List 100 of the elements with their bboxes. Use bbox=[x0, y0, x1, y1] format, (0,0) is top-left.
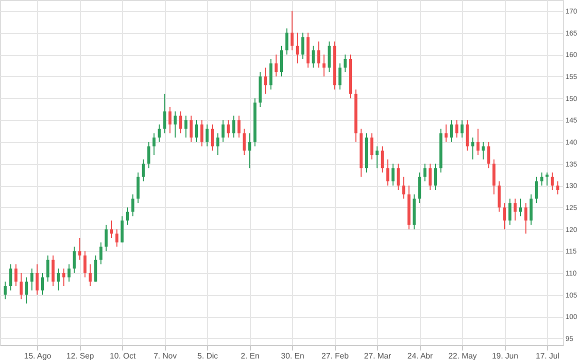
candlestick bbox=[52, 254, 55, 287]
candlestick bbox=[380, 146, 384, 173]
candlestick bbox=[338, 62, 342, 90]
candlestick bbox=[147, 141, 150, 169]
candlestick bbox=[68, 264, 71, 282]
candlestick bbox=[503, 202, 506, 230]
candlestick bbox=[72, 246, 76, 274]
x-tick-label: 27. Feb bbox=[322, 352, 350, 360]
candlestick bbox=[450, 120, 453, 142]
candlestick bbox=[190, 115, 193, 142]
candlestick bbox=[20, 272, 23, 300]
x-tick-label: 2. En bbox=[240, 352, 260, 360]
x-tick-label: 27. Mar bbox=[364, 352, 392, 360]
x-tick-label: 10. Oct bbox=[110, 352, 136, 360]
candlestick bbox=[242, 128, 246, 156]
candlestick bbox=[285, 28, 288, 56]
candlestick bbox=[163, 93, 166, 134]
candlestick bbox=[455, 120, 458, 138]
candlestick bbox=[40, 272, 44, 296]
candlestick bbox=[269, 58, 272, 90]
candlestick bbox=[534, 176, 538, 204]
candlestick bbox=[83, 250, 86, 278]
candlestick bbox=[222, 120, 225, 142]
candlestick bbox=[312, 45, 315, 68]
candlestick bbox=[200, 120, 204, 147]
x-tick-label: 5. Dic bbox=[197, 352, 218, 360]
candlestick bbox=[56, 268, 60, 291]
candlestick bbox=[206, 124, 209, 147]
candlestick bbox=[392, 163, 395, 186]
candlestick bbox=[317, 40, 320, 68]
candlestick bbox=[120, 216, 124, 243]
candlestick bbox=[232, 115, 236, 138]
candlestick bbox=[402, 176, 406, 200]
candlestick bbox=[4, 281, 7, 300]
candlestick bbox=[174, 110, 177, 138]
candlestick bbox=[296, 32, 299, 64]
candlestick bbox=[556, 180, 560, 195]
candlestick bbox=[62, 268, 66, 287]
candlestick bbox=[9, 264, 12, 291]
candlestick bbox=[216, 132, 220, 156]
candlestick bbox=[152, 132, 156, 156]
candlestick bbox=[168, 106, 172, 134]
candlestick bbox=[487, 141, 490, 169]
candlestick bbox=[530, 194, 533, 226]
candlestick bbox=[110, 220, 114, 239]
candlestick bbox=[434, 163, 438, 190]
candlestick bbox=[115, 228, 118, 248]
candlestick bbox=[88, 264, 92, 287]
candlestick bbox=[226, 120, 230, 138]
candlestick bbox=[514, 198, 517, 222]
candlestick bbox=[99, 242, 102, 265]
candlestick bbox=[540, 172, 544, 186]
candlestick bbox=[46, 254, 50, 282]
candlestick bbox=[550, 172, 554, 190]
x-tick-label: 12. Sep bbox=[66, 352, 95, 360]
candlestick bbox=[94, 254, 98, 282]
candlestick bbox=[136, 172, 140, 204]
candlestick bbox=[328, 40, 331, 73]
candlestick bbox=[444, 124, 448, 142]
candlestick bbox=[546, 172, 549, 186]
candlestick bbox=[376, 146, 379, 169]
candlestick bbox=[25, 276, 28, 304]
candlestick bbox=[142, 158, 145, 182]
candlestick bbox=[264, 67, 268, 94]
candlestick bbox=[210, 124, 214, 152]
candlestick bbox=[396, 163, 400, 190]
candlestick bbox=[476, 128, 480, 156]
candlestick bbox=[524, 202, 528, 234]
candlestick bbox=[418, 172, 422, 204]
candlestick bbox=[14, 264, 18, 287]
candlestick bbox=[492, 158, 496, 195]
candlestick bbox=[36, 264, 39, 296]
candlestick bbox=[290, 10, 294, 51]
candlestick bbox=[280, 45, 283, 77]
x-tick-label: 30. En bbox=[281, 352, 304, 360]
candlestick bbox=[498, 180, 501, 212]
candlestick bbox=[519, 198, 522, 217]
candlestick bbox=[184, 115, 188, 138]
candlestick bbox=[104, 224, 108, 252]
candlestick bbox=[466, 120, 469, 152]
candlestick bbox=[179, 110, 182, 134]
candlestick bbox=[126, 206, 129, 226]
x-tick-label: 7. Nov bbox=[154, 352, 177, 360]
candlestick bbox=[386, 158, 390, 186]
x-tick-label: 15. Ago bbox=[24, 352, 52, 360]
candlestick bbox=[274, 54, 278, 77]
candlestick bbox=[428, 163, 432, 190]
candlestick bbox=[460, 120, 464, 138]
candlestick bbox=[301, 32, 304, 60]
candlestick bbox=[423, 163, 426, 182]
x-tick-label: 17. Jul bbox=[536, 352, 560, 360]
x-tick-label: 24. Abr bbox=[407, 352, 434, 360]
candlestick bbox=[78, 238, 82, 260]
candlestick bbox=[508, 198, 512, 226]
candlestick bbox=[471, 137, 474, 160]
candlestick bbox=[158, 124, 161, 142]
candlestick bbox=[238, 115, 241, 138]
x-tick-label: 22. May bbox=[448, 352, 477, 360]
x-tick-label: 19. Jun bbox=[492, 352, 518, 360]
candlestick bbox=[482, 141, 485, 160]
